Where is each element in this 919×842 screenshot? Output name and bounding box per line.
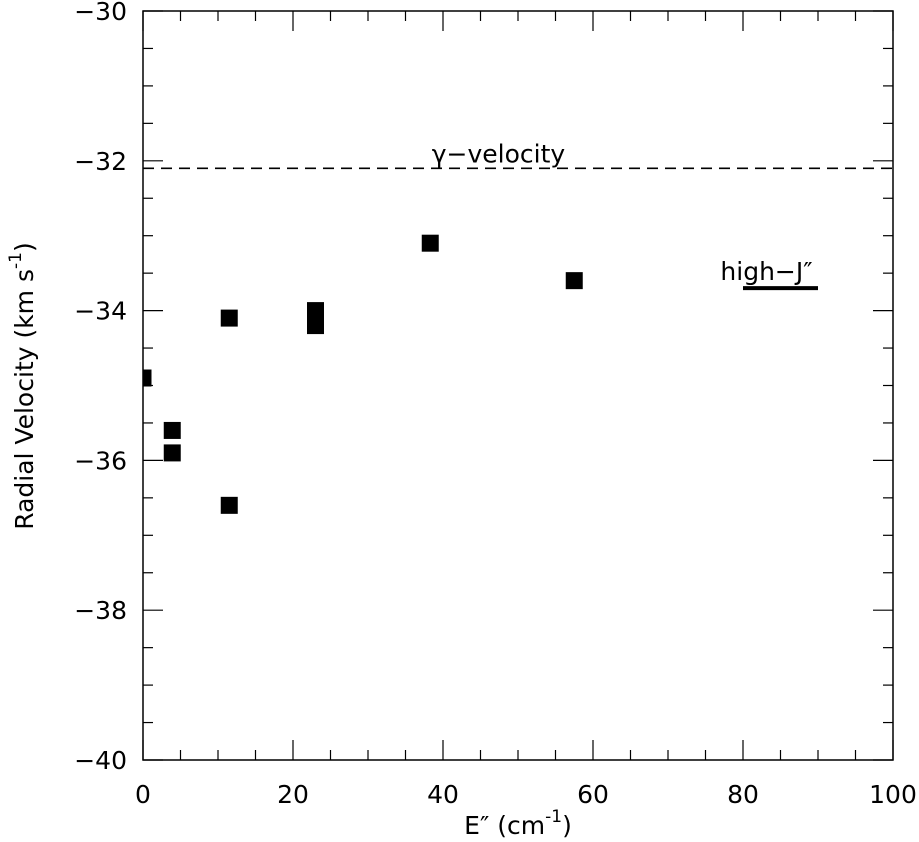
high-j-label: high−J″	[720, 257, 812, 286]
y-tick-label: −36	[74, 446, 127, 475]
axis-ticks	[142, 10, 894, 761]
x-tick-label: 80	[727, 780, 759, 809]
data-point	[307, 302, 324, 320]
x-tick-label: 0	[135, 780, 151, 809]
data-point	[421, 234, 439, 252]
axis-tick-labels: 0 20 40 60 80 100 −40 −38 −36 −34 −32 −30	[74, 0, 917, 809]
x-tick-label: 100	[869, 780, 917, 809]
data-point	[220, 496, 238, 514]
y-tick-label: −40	[74, 746, 127, 775]
plot-frame	[142, 10, 894, 761]
data-points	[143, 234, 583, 514]
data-point	[307, 317, 324, 335]
data-point	[565, 272, 583, 290]
x-axis-title: E″ (cm-1)	[464, 807, 572, 840]
y-tick-label: −34	[74, 297, 127, 326]
x-tick-label: 40	[427, 780, 459, 809]
y-tick-label: −32	[74, 147, 127, 176]
gamma-velocity-label: γ−velocity	[432, 139, 566, 168]
x-tick-label: 60	[577, 780, 609, 809]
data-point	[220, 309, 238, 327]
y-axis-title: Radial Velocity (km s-1)	[6, 242, 39, 529]
data-point	[163, 444, 181, 462]
y-tick-label: −30	[74, 0, 127, 26]
data-point	[163, 421, 181, 439]
y-tick-label: −38	[74, 596, 127, 625]
data-point	[143, 369, 152, 387]
x-tick-label: 20	[277, 780, 309, 809]
